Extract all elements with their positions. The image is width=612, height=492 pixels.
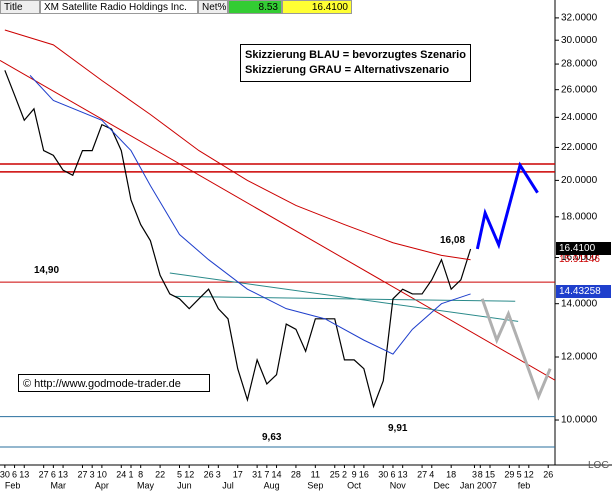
month-label: Feb (5, 480, 21, 490)
y-tick-label: 26.0000 (561, 84, 598, 95)
header-net-label: Net% (198, 0, 228, 14)
month-label: Aug (264, 480, 280, 490)
x-tick-label: 11 (311, 469, 320, 479)
x-tick-label: 13 (398, 469, 408, 479)
month-label: May (137, 480, 155, 490)
x-tick-label: 2 (342, 469, 347, 479)
x-tick-label: 26 (204, 469, 214, 479)
trendline (174, 295, 516, 302)
x-tick-label: 17 (233, 469, 243, 479)
month-label: Nov (390, 480, 407, 490)
x-tick-label: 5 (177, 469, 182, 479)
x-tick-label: 8 (138, 469, 143, 479)
y-tick-label: 20.0000 (561, 175, 598, 186)
x-tick-label: 12 (524, 469, 534, 479)
y-tick-label: 12.0000 (561, 352, 598, 363)
month-label: Jul (222, 480, 234, 490)
month-label: Apr (95, 480, 109, 490)
x-tick-label: 7 (264, 469, 269, 479)
x-tick-label: 22 (155, 469, 165, 479)
header-last: 16.4100 (282, 0, 352, 14)
scale-label: LOG (588, 460, 610, 471)
trendline (169, 272, 519, 322)
x-tick-label: 5 (517, 469, 522, 479)
month-label: Mar (50, 480, 66, 490)
price-line (4, 70, 472, 409)
x-tick-label: 26 (543, 469, 553, 479)
projection (475, 161, 539, 250)
price-label: 16.4100 (556, 242, 611, 255)
moving-average (4, 29, 471, 261)
x-tick-label: 29 (504, 469, 514, 479)
x-tick-label: 13 (58, 469, 68, 479)
y-tick-label: 22.0000 (561, 142, 598, 153)
y-tick-label: 18.0000 (561, 211, 598, 222)
header-name: XM Satellite Radio Holdings Inc. (40, 0, 198, 14)
header-net-value: 8.53 (228, 0, 282, 14)
x-tick-label: 24 (116, 469, 126, 479)
x-tick-label: 1 (128, 469, 133, 479)
month-label: Dec (433, 480, 450, 490)
x-tick-label: 6 (390, 469, 395, 479)
y-tick-label: 32.0000 (561, 13, 598, 24)
y-tick-label: 10.0000 (561, 415, 598, 426)
trendline (0, 59, 555, 381)
x-tick-label: 30 (378, 469, 388, 479)
annotation: 9,91 (388, 423, 408, 434)
month-label: Oct (347, 480, 362, 490)
price-label: 14.43258 (556, 285, 611, 298)
month-label: Jun (177, 480, 192, 490)
legend-line: Skizzierung GRAU = Alternativszenario (245, 64, 450, 76)
x-tick-label: 12 (184, 469, 194, 479)
y-tick-label: 28.0000 (561, 59, 598, 70)
x-tick-label: 18 (446, 469, 456, 479)
annotation: 16,08 (440, 235, 466, 246)
x-tick-label: 10 (97, 469, 107, 479)
x-tick-label: 4 (429, 469, 434, 479)
x-tick-label: 8 (478, 469, 483, 479)
y-tick-label: 16.0000 (561, 252, 598, 263)
annotation: 9,63 (262, 432, 282, 443)
x-tick-label: 31 (252, 469, 262, 479)
x-tick-label: 16 (359, 469, 369, 479)
projection (480, 298, 552, 401)
legend-box: Skizzierung BLAU = bevorzugtes Szenario … (240, 44, 471, 82)
x-tick-label: 27 (77, 469, 87, 479)
y-tick-label: 14.0000 (561, 298, 598, 309)
x-tick-label: 15 (485, 469, 495, 479)
x-tick-label: 27 (417, 469, 427, 479)
header-title-label: Title (0, 0, 40, 14)
x-tick-label: 14 (272, 469, 282, 479)
x-tick-label: 3 (90, 469, 95, 479)
x-tick-label: 30 (0, 469, 10, 479)
moving-average (29, 75, 471, 355)
y-tick-label: 24.0000 (561, 112, 598, 123)
x-tick-label: 28 (291, 469, 301, 479)
legend-line: Skizzierung BLAU = bevorzugtes Szenario (245, 49, 466, 61)
price-label: 15.91146 (559, 254, 600, 265)
x-tick-label: 6 (12, 469, 17, 479)
annotation: 14,90 (34, 265, 60, 276)
x-tick-label: 6 (51, 469, 56, 479)
copyright: © http://www.godmode-trader.de (18, 374, 210, 392)
y-tick-label: 30.0000 (561, 35, 598, 46)
x-tick-label: 3 (472, 469, 477, 479)
month-label: Sep (307, 480, 323, 490)
x-tick-label: 3 (216, 469, 221, 479)
x-tick-label: 9 (352, 469, 357, 479)
month-label: feb (518, 480, 531, 490)
x-tick-label: 13 (19, 469, 29, 479)
x-tick-label: 27 (39, 469, 49, 479)
month-label: Jan 2007 (460, 480, 497, 490)
x-tick-label: 25 (330, 469, 340, 479)
